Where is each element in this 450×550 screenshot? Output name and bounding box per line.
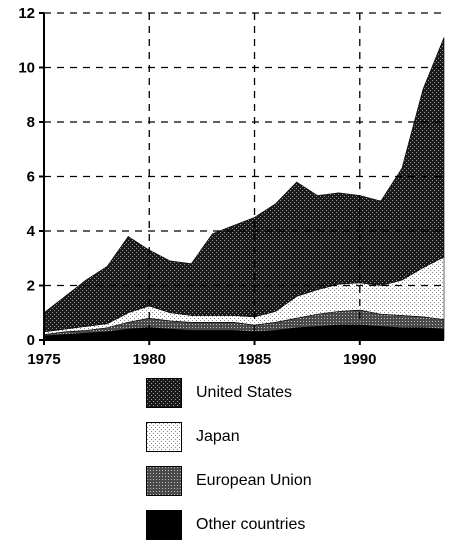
y-tick-label-6: 6 <box>27 169 35 186</box>
x-tick-label-1990: 1990 <box>343 351 376 368</box>
legend-swatch-european-union <box>146 466 182 496</box>
y-tick-label-2: 2 <box>27 278 35 295</box>
y-tick-label-12: 12 <box>18 5 35 22</box>
chart-axes <box>39 12 444 345</box>
x-tick-label-1985: 1985 <box>238 351 271 368</box>
x-tick-label-1980: 1980 <box>133 351 166 368</box>
chart-legend: United States Japan European Union Other… <box>146 374 406 550</box>
legend-item-japan: Japan <box>146 418 406 462</box>
y-tick-label-10: 10 <box>18 60 35 77</box>
legend-label-united-states: United States <box>196 384 293 401</box>
y-tick-label-4: 4 <box>27 223 36 240</box>
legend-swatch-other-countries <box>146 510 182 540</box>
legend-swatch-united-states <box>146 378 182 408</box>
chart-tick-labels: 0 2 4 6 8 10 12 1975 1980 1985 1990 <box>18 5 376 368</box>
legend-label-european-union: European Union <box>196 472 312 489</box>
area-united-states <box>43 37 445 333</box>
legend-label-japan: Japan <box>196 428 240 445</box>
legend-item-other-countries: Other countries <box>146 506 406 550</box>
legend-label-other-countries: Other countries <box>196 516 306 533</box>
legend-item-united-states: United States <box>146 374 406 418</box>
chart-areas <box>43 37 445 341</box>
x-tick-label-1975: 1975 <box>27 351 60 368</box>
legend-item-european-union: European Union <box>146 462 406 506</box>
y-tick-label-0: 0 <box>27 332 35 349</box>
legend-swatch-japan <box>146 422 182 452</box>
y-tick-label-8: 8 <box>27 114 35 131</box>
chart-gridlines <box>44 12 444 340</box>
